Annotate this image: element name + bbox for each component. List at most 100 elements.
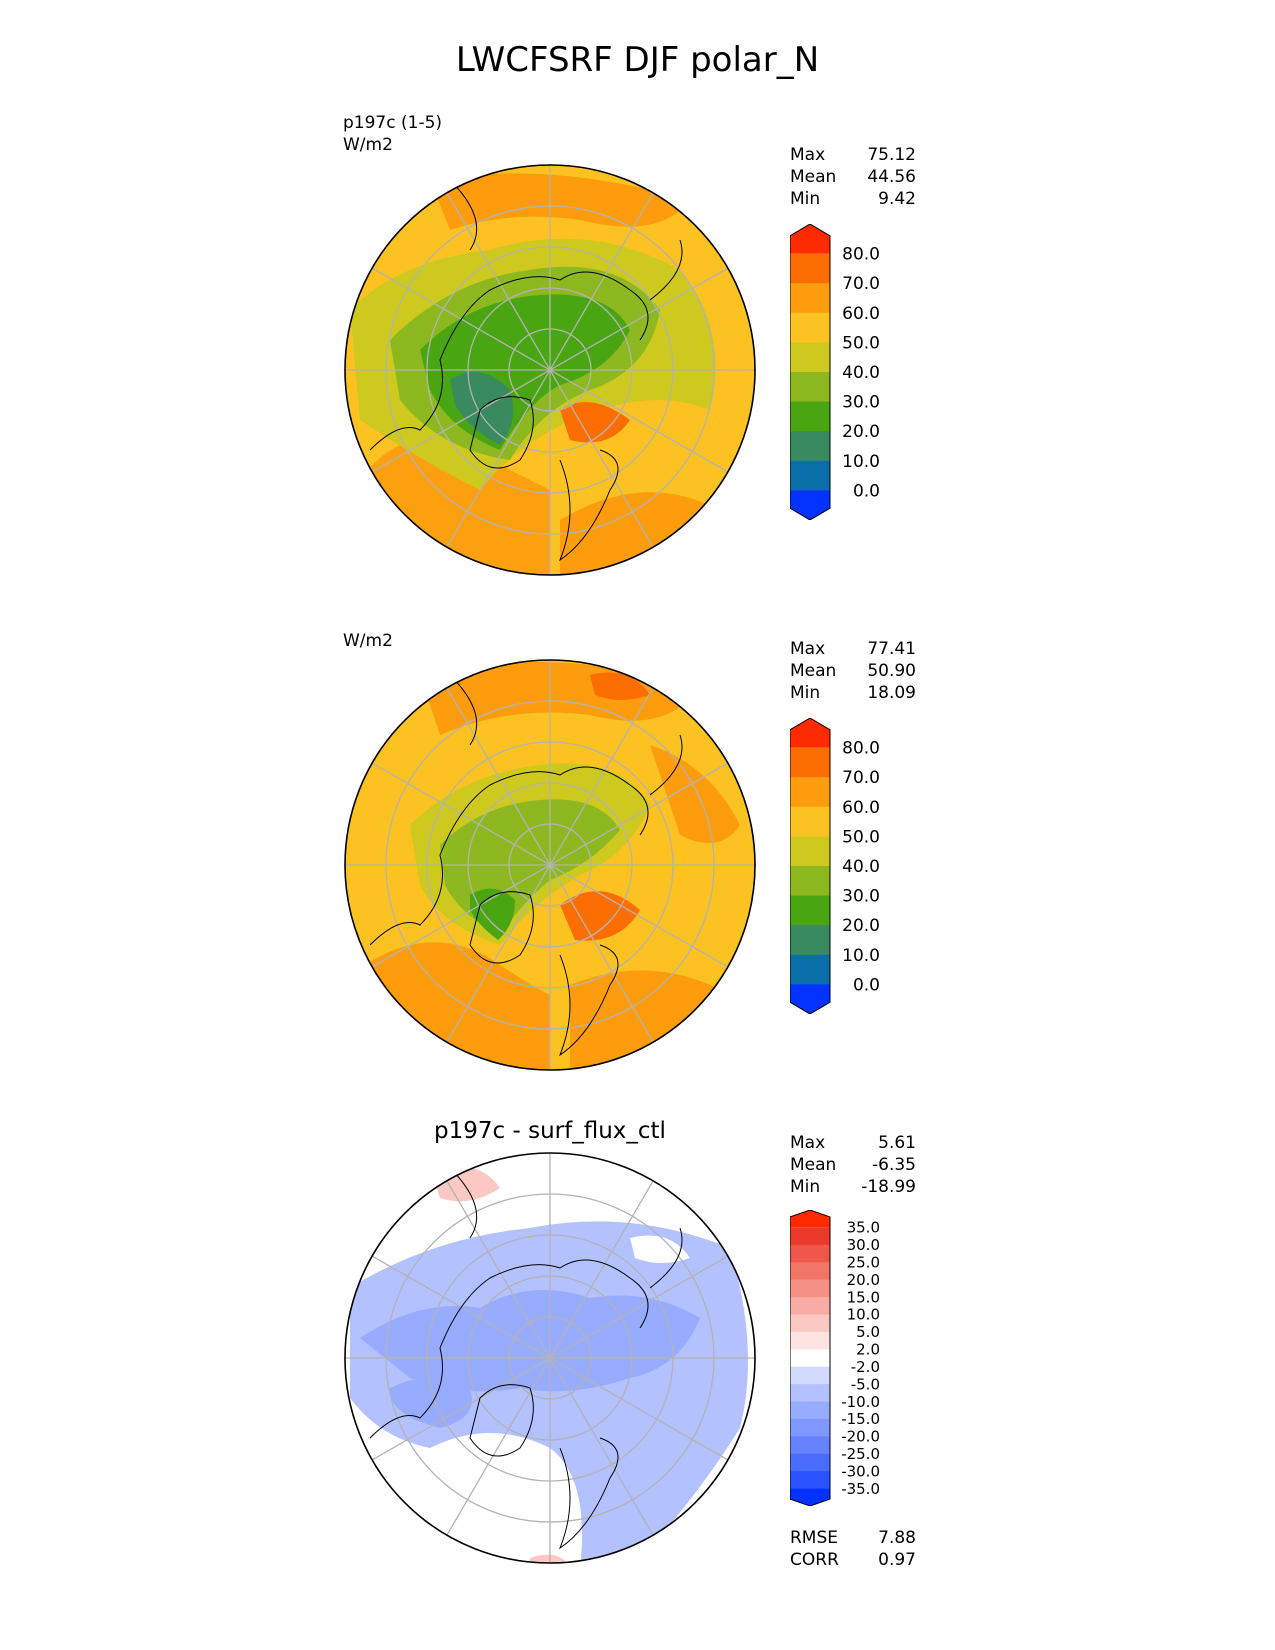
colorbar-outline <box>790 718 831 1014</box>
colorbar-tick-label: 60.0 <box>842 304 880 324</box>
colorbar-tick-label: 30.0 <box>842 393 880 413</box>
colorbar-tick-label: 30.0 <box>842 887 880 907</box>
colorbar-swatch <box>790 895 830 926</box>
colorbar-swatch <box>790 866 830 897</box>
colorbar-outline <box>790 224 831 520</box>
colorbar-tick-label: 60.0 <box>842 798 880 818</box>
colorbar-swatch <box>790 1366 830 1385</box>
panel-2-colorbar: 80.0 70.0 60.0 50.0 40.0 30.0 20.0 10.0 0.0 <box>790 718 880 1014</box>
colorbar-tick-label: 40.0 <box>842 857 880 877</box>
colorbar-swatch <box>790 490 830 520</box>
colorbar-swatch <box>790 1471 830 1490</box>
corr-label: CORR <box>790 1550 839 1570</box>
colorbar-tick-label: -10.0 <box>841 1393 880 1411</box>
colorbar-tick-label: 70.0 <box>842 768 880 788</box>
colorbar-swatch <box>790 1488 830 1506</box>
panel-1-left-text: p197c (1-5) W/m2 <box>343 113 443 155</box>
panel-1-polar-map <box>344 164 756 576</box>
stat-mean-value: -6.35 <box>872 1155 916 1175</box>
colorbar-swatch <box>790 1331 830 1350</box>
stat-mean-label: Mean <box>790 1155 837 1175</box>
colorbar-outline <box>790 1210 831 1506</box>
colorbar-tick-label: 5.0 <box>856 1323 880 1341</box>
colorbar-swatch <box>790 1401 830 1420</box>
colorbar-swatch <box>790 747 830 778</box>
colorbar-tick-label: 20.0 <box>842 422 880 442</box>
rmse-value: 7.88 <box>878 1528 916 1548</box>
colorbar-swatch <box>790 372 830 403</box>
stat-min-label: Min <box>790 189 821 209</box>
colorbar-swatch <box>790 431 830 462</box>
colorbar-swatch <box>790 253 830 284</box>
colorbar-tick-label: 20.0 <box>847 1271 880 1289</box>
colorbar-swatch <box>790 1453 830 1472</box>
colorbar-swatch <box>790 1436 830 1455</box>
colorbar-swatch <box>790 1314 830 1333</box>
colorbar-swatch <box>790 224 830 254</box>
colorbar-swatch <box>790 1384 830 1403</box>
stat-mean-label: Mean <box>790 661 837 681</box>
colorbar-tick-label: 15.0 <box>847 1288 880 1306</box>
stat-max-label: Max <box>790 1133 826 1153</box>
colorbar-tick-label: -35.0 <box>841 1480 880 1498</box>
panel-3-polar-map <box>344 1152 756 1564</box>
colorbar-tick-label: -15.0 <box>841 1410 880 1428</box>
colorbar-tick-label: 25.0 <box>847 1253 880 1271</box>
colorbar-tick-label: 70.0 <box>842 274 880 294</box>
colorbar-tick-label: -20.0 <box>841 1428 880 1446</box>
colorbar-tick-label: 20.0 <box>842 916 880 936</box>
colorbar-swatch <box>790 1418 830 1437</box>
stat-mean-value: 44.56 <box>867 167 916 187</box>
panel-3-subtitle: p197c - surf_flux_ctl <box>434 1118 666 1144</box>
colorbar-tick-label: 0.0 <box>853 975 880 995</box>
colorbar-tick-label: 80.0 <box>842 739 880 759</box>
colorbar-swatch <box>790 1227 830 1246</box>
panel-3-colorbar: 35.030.025.020.015.010.05.02.0-2.0-5.0-1… <box>790 1210 880 1506</box>
stat-min-value: 18.09 <box>867 683 916 703</box>
colorbar-swatch <box>790 925 830 956</box>
colorbar-swatch <box>790 954 830 985</box>
colorbar-tick-label: 40.0 <box>842 363 880 383</box>
colorbar-swatch <box>790 1297 830 1315</box>
colorbar-swatch <box>790 460 830 491</box>
stat-max-value: 77.41 <box>867 639 916 659</box>
panel-1-stats: Max 75.12 Mean 44.56 Min 9.42 <box>790 144 916 210</box>
colorbar-swatch <box>790 718 830 748</box>
stat-mean-value: 50.90 <box>867 661 916 681</box>
colorbar-tick-label: 10.0 <box>842 452 880 472</box>
colorbar-swatch <box>790 1244 830 1263</box>
panel-2-polar-map <box>344 659 756 1071</box>
stat-max-value: 5.61 <box>878 1133 916 1153</box>
stat-min-label: Min <box>790 1177 821 1197</box>
figure-title: LWCFSRF DJF polar_N <box>455 40 820 80</box>
colorbar-tick-label: 35.0 <box>847 1219 880 1237</box>
colorbar-tick-label: -25.0 <box>841 1445 880 1463</box>
panel-3-stats: Max 5.61 Mean -6.35 Min -18.99 <box>790 1132 916 1198</box>
colorbar-swatch <box>790 806 830 837</box>
colorbar-tick-label: 50.0 <box>842 827 880 847</box>
panel-3-metrics: RMSE 7.88 CORR 0.97 <box>790 1527 916 1571</box>
colorbar-swatch <box>790 283 830 314</box>
stat-min-value: 9.42 <box>878 189 916 209</box>
colorbar-swatch <box>790 836 830 867</box>
colorbar-swatch <box>790 312 830 343</box>
colorbar-swatch <box>790 1349 830 1368</box>
colorbar-swatch <box>790 1279 830 1298</box>
corr-value: 0.97 <box>878 1550 916 1570</box>
panel-2-left-text: W/m2 <box>343 631 393 651</box>
colorbar-tick-label: 30.0 <box>847 1236 880 1254</box>
colorbar-tick-label: -30.0 <box>841 1462 880 1480</box>
colorbar-swatch <box>790 342 830 373</box>
colorbar-tick-label: 2.0 <box>856 1341 880 1359</box>
colorbar-tick-label: 50.0 <box>842 333 880 353</box>
panel-2-stats: Max 77.41 Mean 50.90 Min 18.09 <box>790 638 916 704</box>
stat-min-label: Min <box>790 683 821 703</box>
stat-max-label: Max <box>790 639 826 659</box>
colorbar-swatch <box>790 401 830 432</box>
stat-max-label: Max <box>790 145 826 165</box>
colorbar-swatch <box>790 984 830 1014</box>
colorbar-tick-label: 10.0 <box>847 1306 880 1324</box>
colorbar-swatch <box>790 777 830 808</box>
colorbar-tick-label: 10.0 <box>842 946 880 966</box>
colorbar-swatch <box>790 1262 830 1281</box>
